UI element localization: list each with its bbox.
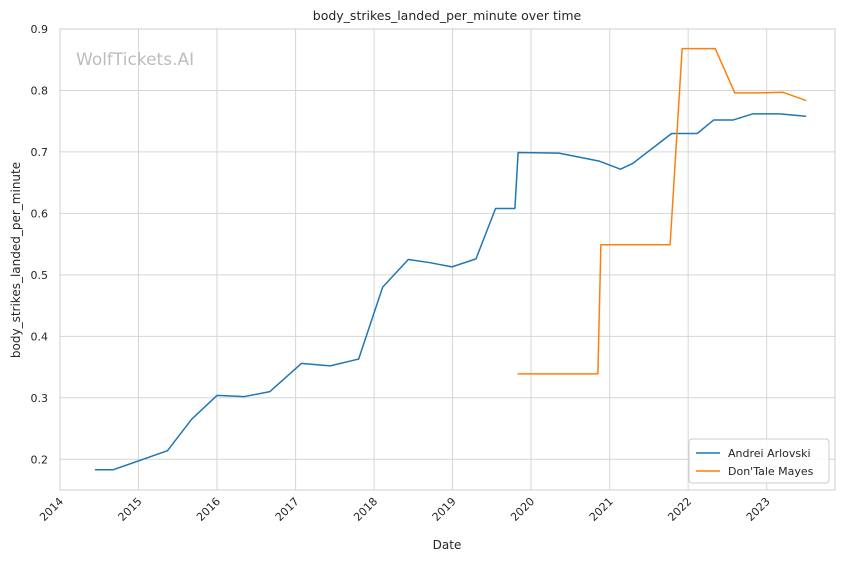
y-tick-label: 0.2 (31, 453, 49, 466)
y-tick-labels: 0.2 0.3 0.4 0.5 0.6 0.7 0.8 0.9 (31, 23, 49, 466)
y-axis-label: body_strikes_landed_per_minute (9, 162, 23, 358)
legend-label-dontale-mayes: Don'Tale Mayes (728, 465, 814, 478)
y-tick-label: 0.8 (31, 84, 49, 97)
y-tick-label: 0.9 (31, 23, 49, 36)
y-tick-label: 0.4 (31, 330, 49, 343)
x-axis-label: Date (433, 538, 462, 552)
legend-box (688, 438, 830, 484)
watermark: WolfTickets.AI (76, 50, 194, 70)
y-tick-label: 0.3 (31, 392, 49, 405)
legend: Andrei Arlovski Don'Tale Mayes (688, 438, 830, 484)
legend-label-andrei-arlovski: Andrei Arlovski (728, 447, 811, 460)
series-line-don-tale-mayes (517, 47, 807, 375)
series-line-andrei-arlovski (94, 113, 807, 471)
series-lines (94, 47, 807, 471)
y-tick-label: 0.6 (31, 207, 49, 220)
y-tick-label: 0.7 (31, 146, 49, 159)
y-tick-label: 0.5 (31, 269, 49, 282)
plot-frame (59, 28, 836, 491)
chart-title: body_strikes_landed_per_minute over time (313, 8, 582, 23)
